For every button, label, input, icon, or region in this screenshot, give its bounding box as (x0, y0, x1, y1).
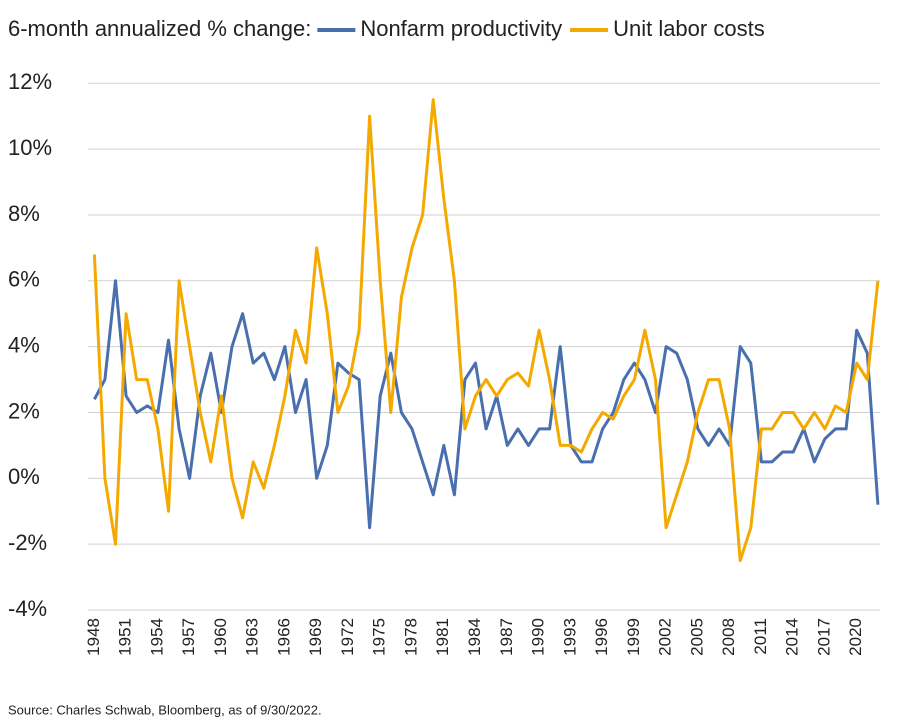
legend-label: Unit labor costs (613, 16, 765, 41)
y-tick-label: 2% (8, 398, 40, 423)
x-tick-label: 1984 (465, 618, 484, 656)
x-tick-label: 2017 (814, 618, 833, 656)
x-tick-label: 1990 (529, 618, 548, 656)
source-note: Source: Charles Schwab, Bloomberg, as of… (8, 702, 322, 717)
x-tick-label: 1954 (147, 618, 166, 656)
x-tick-label: 1957 (179, 618, 198, 656)
y-tick-label: 0% (8, 464, 40, 489)
y-tick-label: 4% (8, 332, 40, 357)
x-tick-label: 2014 (783, 618, 802, 656)
x-tick-label: 1996 (592, 618, 611, 656)
x-tick-label: 1987 (497, 618, 516, 656)
x-tick-label: 2020 (846, 618, 865, 656)
x-tick-label: 2002 (656, 618, 675, 656)
x-tick-label: 1972 (338, 618, 357, 656)
y-tick-label: -4% (8, 596, 47, 621)
data-line (92, 98, 880, 563)
x-tick-label: 1978 (401, 618, 420, 656)
y-tick-label: -2% (8, 530, 47, 555)
x-tick-label: 1963 (243, 618, 262, 656)
x-tick-label: 1969 (306, 618, 325, 656)
x-tick-label: 2005 (687, 618, 706, 656)
x-tick-label: 1948 (84, 618, 103, 656)
x-tick-label: 1993 (560, 618, 579, 656)
x-tick-label: 1951 (116, 618, 135, 656)
x-tick-label: 2008 (719, 618, 738, 656)
y-tick-label: 12% (8, 69, 52, 94)
data-line (93, 279, 880, 530)
legend-label: Nonfarm productivity (360, 16, 562, 41)
x-tick-label: 1981 (433, 618, 452, 656)
chart-title: 6-month annualized % change: (8, 16, 311, 41)
x-tick-label: 1960 (211, 618, 230, 656)
x-tick-label: 1975 (370, 618, 389, 656)
x-tick-label: 1999 (624, 618, 643, 656)
y-tick-label: 8% (8, 201, 40, 226)
y-tick-label: 10% (8, 135, 52, 160)
x-tick-label: 2011 (751, 618, 770, 655)
y-tick-label: 6% (8, 267, 40, 292)
x-tick-label: 1966 (274, 618, 293, 656)
